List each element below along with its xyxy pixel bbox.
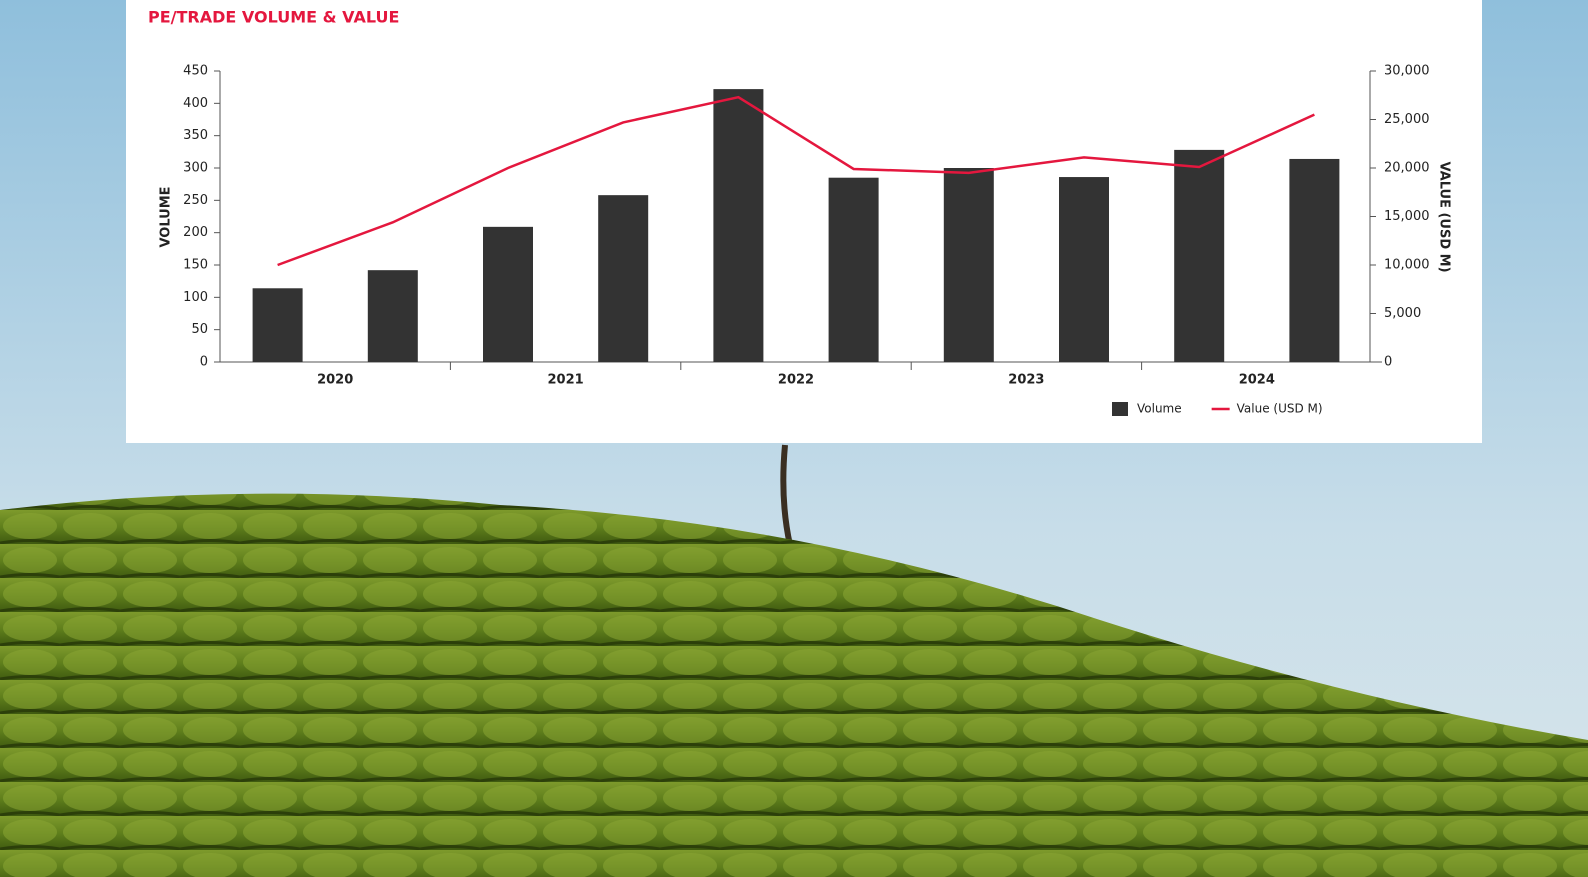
x-group-label: 2024	[1239, 373, 1275, 388]
y-tick-label: 250	[183, 193, 208, 208]
x-group-label: 2023	[1008, 373, 1044, 388]
bar	[1289, 158, 1340, 362]
y2-tick-label: 25,000	[1384, 112, 1430, 127]
x-group-label: 2022	[778, 373, 814, 388]
y-axis-label: VOLUME	[159, 186, 174, 247]
bar	[713, 89, 764, 363]
bar	[943, 168, 994, 362]
y2-tick-label: 5,000	[1384, 306, 1421, 321]
y2-tick-label: 15,000	[1384, 209, 1430, 224]
y-tick-label: 50	[191, 322, 208, 337]
y2-tick-label: 30,000	[1384, 64, 1430, 79]
bar	[367, 270, 418, 362]
bar	[828, 177, 879, 362]
y2-tick-label: 0	[1384, 355, 1392, 370]
y-tick-label: 0	[200, 355, 208, 370]
y-tick-label: 100	[183, 290, 208, 305]
line	[277, 95, 1315, 267]
x-group-label: 2020	[317, 373, 353, 388]
y-tick-label: 450	[183, 64, 208, 79]
y2-tick-label: 10,000	[1384, 258, 1430, 273]
y-tick-label: 300	[183, 161, 208, 176]
y2-axis-label: VALUE (USD M)	[1437, 161, 1452, 272]
bar	[598, 195, 649, 362]
legend-label: Volume	[1137, 402, 1182, 416]
legend-swatch	[1112, 402, 1128, 416]
chart: PE/TRADE VOLUME & VALUE VOLUME VALUE (US…	[148, 8, 1452, 416]
bar	[1174, 149, 1225, 362]
y-tick-label: 400	[183, 96, 208, 111]
chart-title: PE/TRADE VOLUME & VALUE	[148, 8, 399, 27]
y-tick-label: 200	[183, 225, 208, 240]
bar	[252, 288, 303, 362]
y2-tick-label: 20,000	[1384, 161, 1430, 176]
legend-label: Value (USD M)	[1237, 402, 1323, 416]
y-tick-label: 350	[183, 128, 208, 143]
bar	[483, 226, 533, 362]
y-tick-label: 150	[183, 258, 208, 273]
chart-panel: PE/TRADE VOLUME & VALUE VOLUME VALUE (US…	[126, 0, 1482, 443]
bar	[1059, 177, 1109, 362]
x-group-label: 2021	[548, 373, 584, 388]
